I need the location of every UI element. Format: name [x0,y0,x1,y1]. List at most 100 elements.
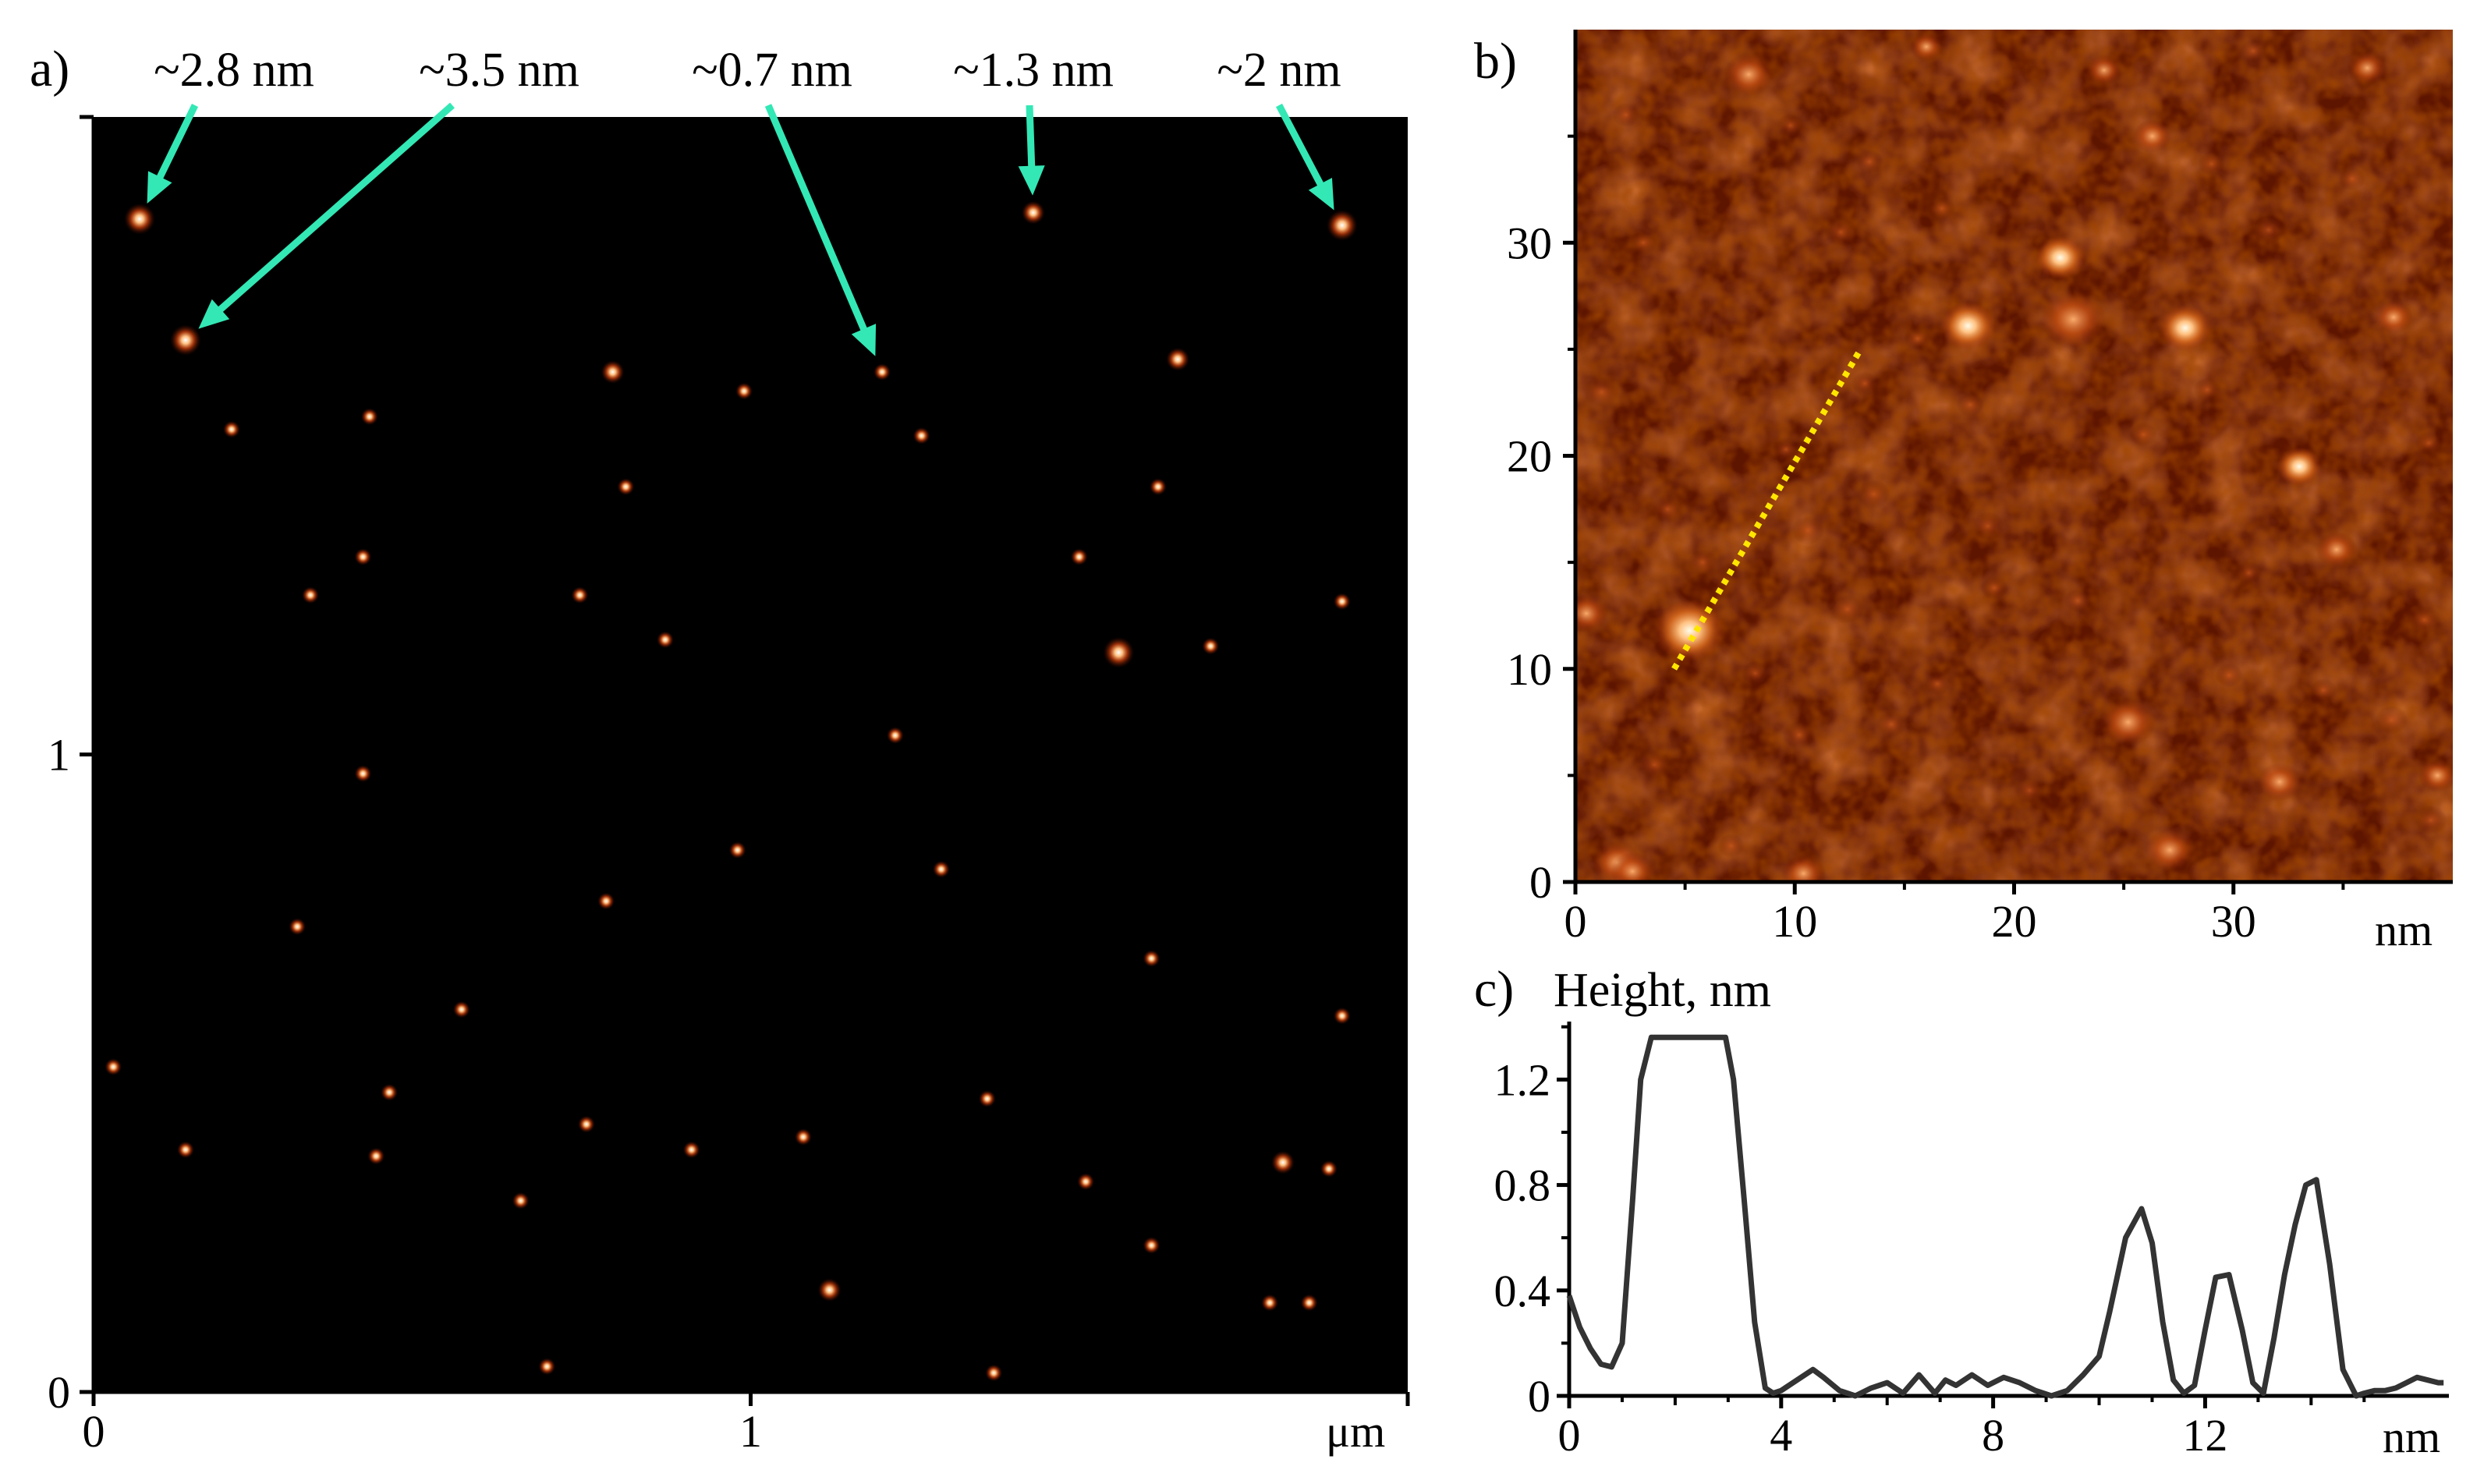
panel-a-feature-33 [176,1141,194,1159]
panel-b-feature-11 [2257,762,2302,802]
panel-a-annotations: ~2.8 nm ~3.5 nm ~0.7 nm ~1.3 nm ~2 nm [147,44,1341,356]
panel-a-feature-25 [597,892,615,910]
panel-a-x-tick-label-1: 1 [739,1406,762,1457]
panel-b-feature-10 [2145,828,2195,872]
panel-b-y-tick-label-3: 30 [1507,218,1552,268]
panel-a-feature-40 [1143,1236,1160,1254]
panel-b-feature-2 [2039,290,2107,349]
panel-c-axes [1567,1022,2449,1398]
panel-b-image-group [1575,30,2453,882]
panel-b-feature-39 [2064,588,2092,613]
panel-b-x-unit: nm [2375,905,2433,955]
panel-b-feature-13 [1781,854,1826,882]
panel-a: a) ~2.8 nm ~3.5 nm ~0.7 nm ~1.3 nm ~2 nm 0 10… [30,41,1410,1457]
panel-b-feature-16 [1791,515,1825,545]
panel-a-feature-30 [381,1083,399,1101]
panel-c-label: c) [1474,961,1514,1018]
panel-a-feature-21 [886,726,904,744]
panel-b-feature-0 [1653,599,1726,662]
panel-a-feature-6 [1166,347,1190,371]
panel-a-feature-8 [360,408,378,426]
panel-b-feature-26 [2418,758,2453,793]
panel-a-feature-3 [1021,200,1045,225]
panel-b-feature-52 [1717,834,1745,859]
panel-a-feature-23 [728,841,746,859]
panel-b-feature-36 [1824,217,1858,247]
panel-b-feature-37 [1776,113,1805,138]
panel-a-feature-5 [601,360,625,384]
panel-a-annotation-arrowhead-3 [1018,165,1045,196]
panel-b-feature-33 [1583,376,1620,408]
panel-a-y-tick-label-0: 0 [48,1367,70,1418]
panel-c-y-tick-label-1: 0.4 [1494,1266,1551,1316]
panel-b-feature-50 [1611,102,1640,127]
panel-a-feature-0 [123,203,155,235]
panel-a-feature-27 [1143,950,1160,968]
panel-b-feature-15 [1857,480,1890,509]
panel-c-y-tick-label-0: 0 [1528,1371,1550,1422]
panel-a-annotation-arrowhead-1 [198,299,230,329]
panel-b-feature-42 [2197,151,2226,176]
panel-c-x-tick-label-1: 4 [1770,1410,1792,1461]
panel-a-feature-11 [617,478,635,496]
panel-a-ticks: 0 1 0 1 [48,115,1410,1457]
panel-a-feature-17 [1333,593,1351,611]
panel-b-feature-47 [2234,561,2263,586]
panel-a-feature-29 [105,1058,122,1076]
panel-b-feature-49 [1904,326,1932,351]
panel-a-feature-20 [1202,637,1220,655]
panel-b-feature-54 [2309,678,2337,703]
panel-b-feature-48 [2129,422,2158,447]
panel-a-annotation-arrow-1 [211,102,455,318]
panel-a-feature-28 [1333,1007,1351,1025]
panel-a-feature-7 [735,382,753,400]
panel-b-x-tick-label-2: 20 [1992,896,2037,947]
panel-a-feature-47 [452,1001,470,1018]
panel-a-annotation-label-3: ~1.3 nm [953,44,1114,97]
panel-a-annotation-label-4: ~2 nm [1217,44,1341,97]
panel-a-y-tick-label-1: 1 [48,730,70,781]
panel-b-feature-25 [2408,605,2441,635]
panel-b-feature-21 [2085,54,2122,87]
panel-a-label: a) [30,41,69,97]
panel-c-ticks: 0 4 8 12 0 0.4 0.8 1.2 [1494,1025,2366,1461]
panel-b-feature-20 [1909,32,1944,62]
panel-a-feature-37 [1270,1150,1295,1174]
panel-b-feature-58 [2239,38,2267,63]
panel-b-feature-17 [1830,594,1865,624]
panel-b-feature-1 [1940,301,1996,350]
panel-a-annotation-label-1: ~3.5 nm [419,44,579,97]
panel-a-feature-15 [1070,548,1088,566]
panel-b-y-tick-label-0: 0 [1529,857,1552,908]
panel-a-afm-image [94,117,1408,1392]
panel-c-y-tick-label-3: 1.2 [1494,1054,1551,1105]
panel-a-feature-44 [1261,1294,1279,1312]
panel-a-feature-36 [1077,1173,1095,1191]
panel-a-feature-31 [577,1115,595,1133]
panel-a-feature-12 [1149,478,1167,496]
panel-a-annotation-label-0: ~2.8 nm [154,44,314,97]
panel-b-feature-41 [2215,663,2243,688]
panel-a-annotation-arrow-0 [152,104,199,187]
panel-b-feature-7 [2316,531,2358,568]
panel-b-feature-51 [2415,430,2443,455]
panel-a-feature-9 [912,427,930,444]
panel-b-feature-46 [1855,149,1883,174]
panel-a-feature-24 [932,860,950,878]
panel-a-feature-14 [302,586,320,604]
panel-b-feature-4 [2035,236,2085,280]
panel-b-feature-34 [1650,494,1685,524]
panel-a-feature-19 [656,631,674,649]
panel-b-feature-5 [2100,698,2156,747]
panel-a-feature-16 [571,586,589,604]
panel-b-y-tick-label-2: 20 [1507,431,1552,482]
panel-a-feature-42 [538,1358,556,1376]
panel-a-annotation-label-2: ~0.7 nm [692,44,852,97]
panel-a-feature-4 [1326,209,1358,241]
panel-a-feature-39 [512,1192,530,1210]
panel-a-feature-26 [289,918,307,936]
panel-a-feature-2 [873,363,891,381]
panel-b-feature-28 [2374,705,2408,735]
panel-b-feature-8 [1724,52,1774,97]
